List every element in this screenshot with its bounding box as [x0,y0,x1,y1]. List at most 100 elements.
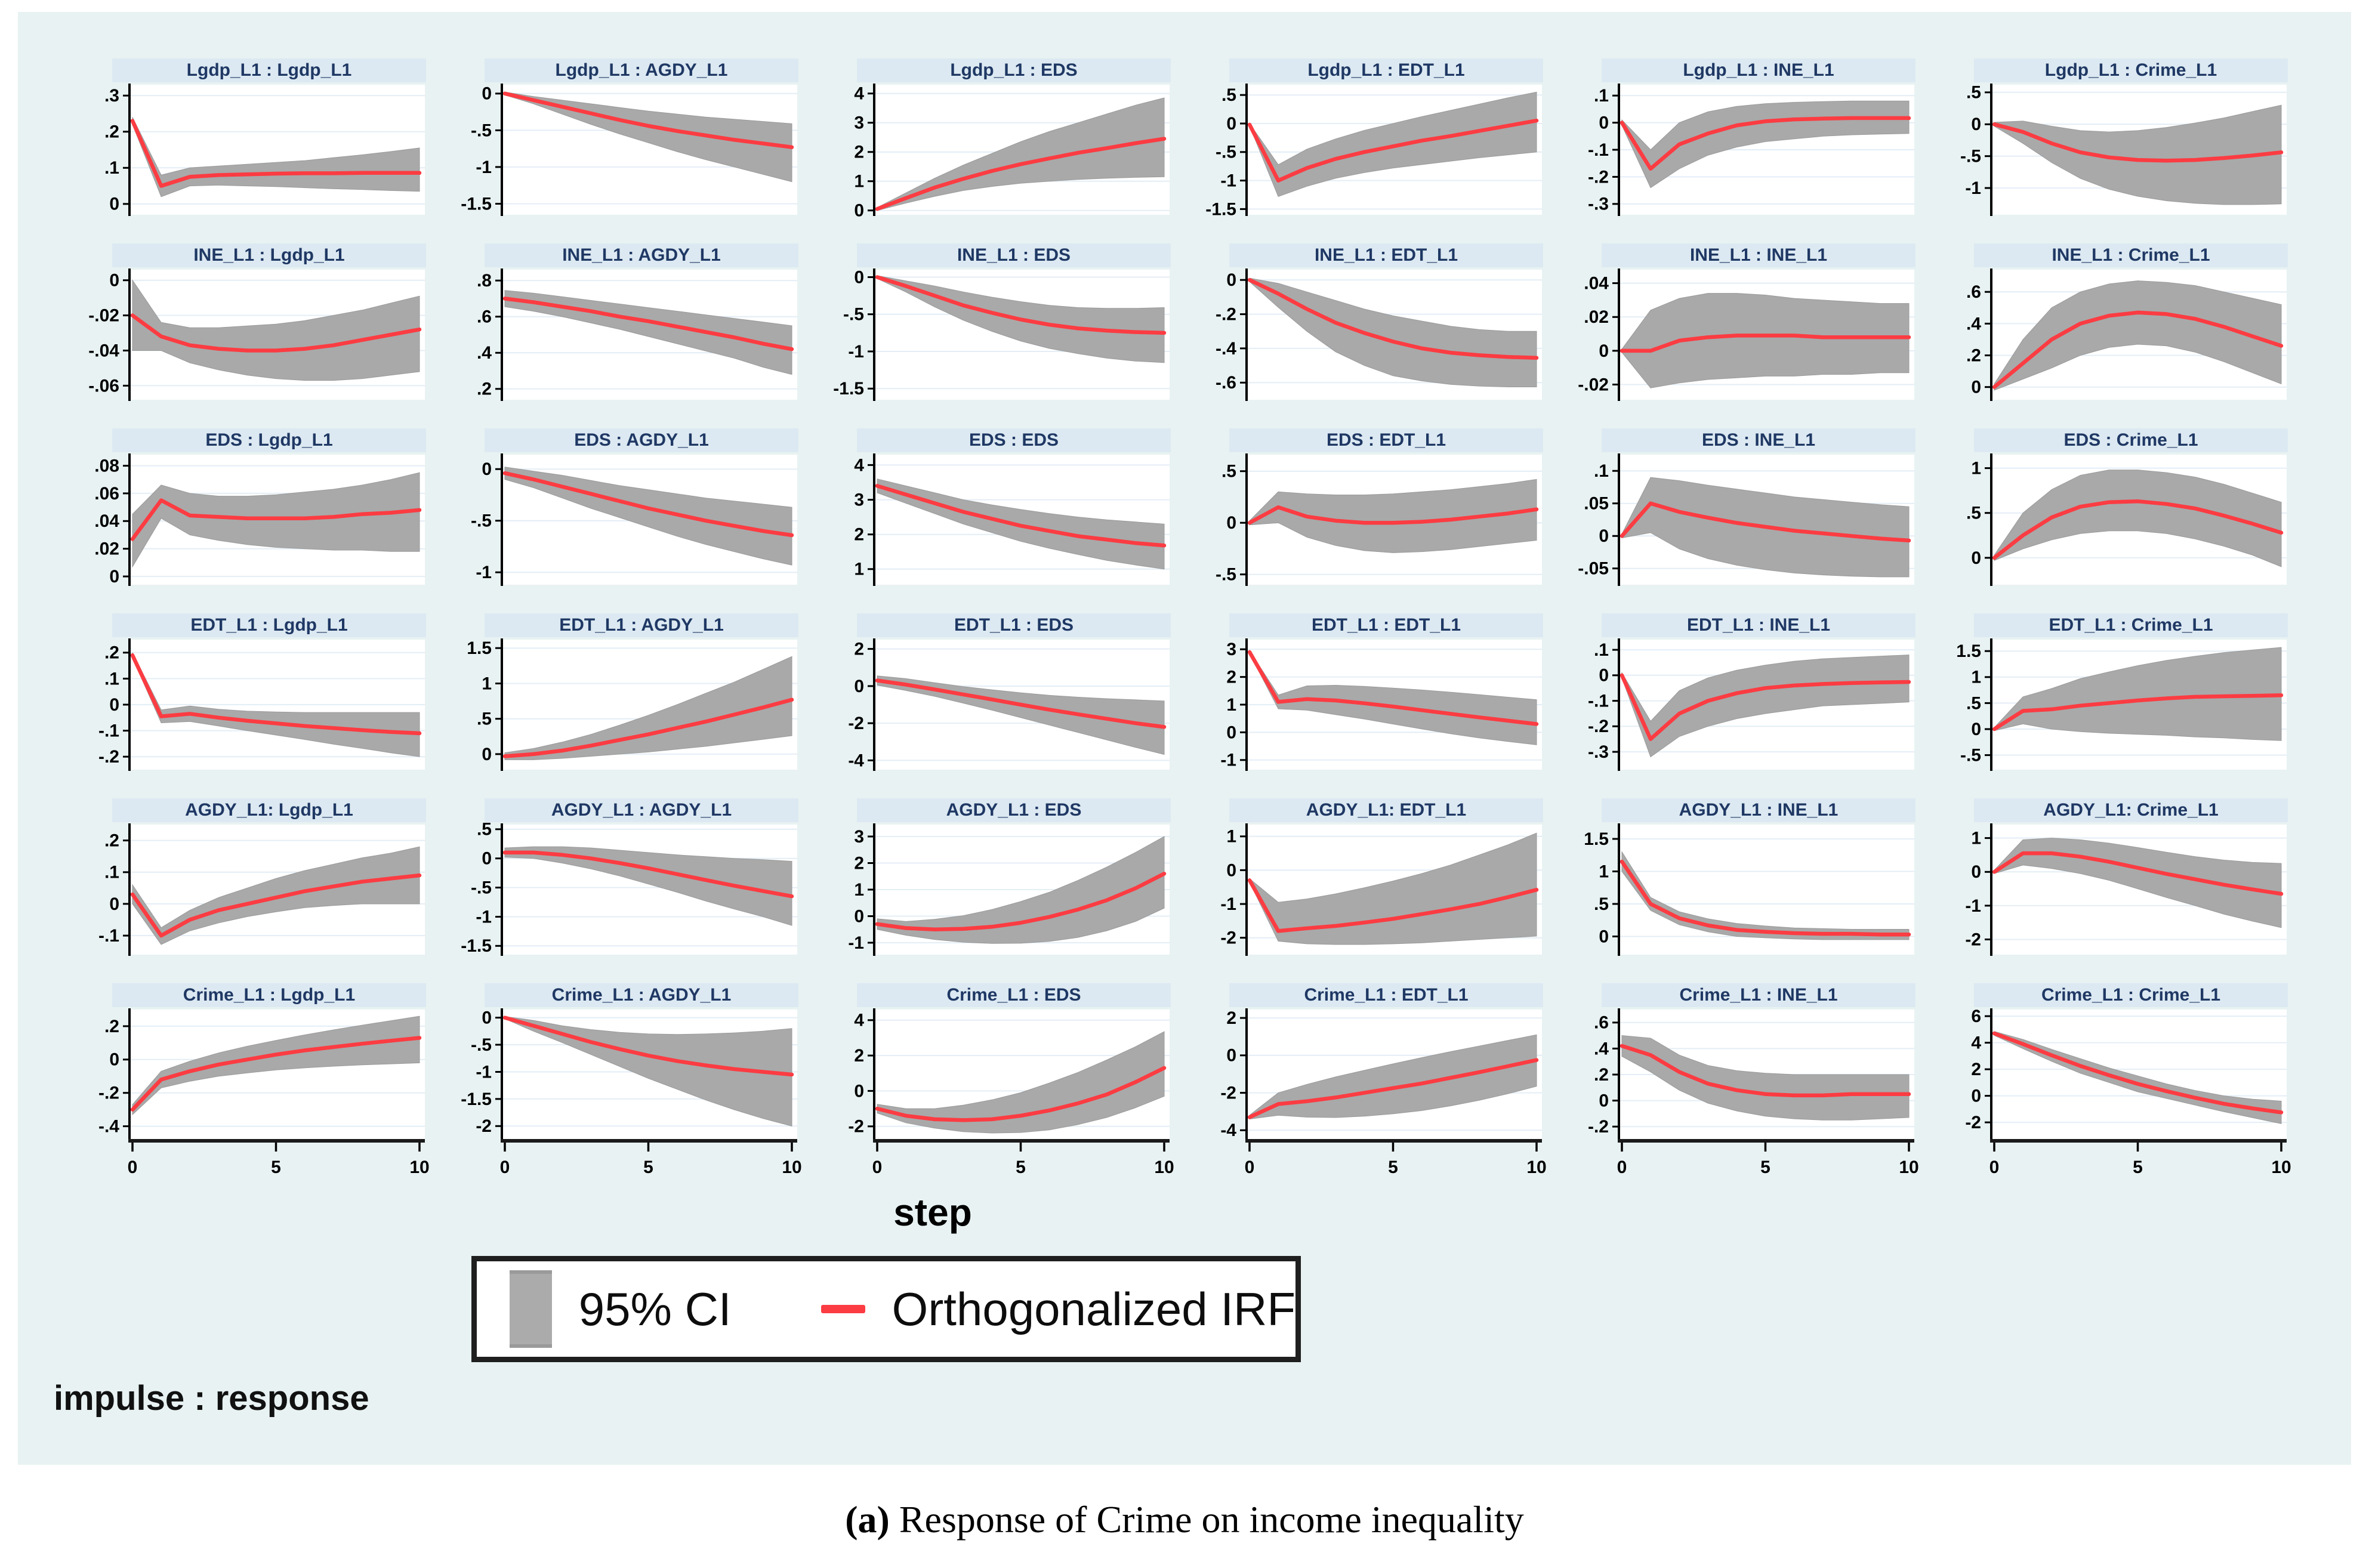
y-tick-label: .2 [1966,346,1981,366]
y-tick-label: 0 [482,84,492,104]
panel-title: Lgdp_L1 : EDT_L1 [1229,58,1543,82]
y-tick-label: 1 [482,674,492,693]
y-tick-label: 2 [854,853,864,873]
ci-band [1621,293,1910,388]
irf-panel: EDS : INE_L1 .1 .05 0 -.05 [1567,428,1919,587]
irf-line [1620,859,1911,937]
irf-chart-svg: 4 3 2 1 0 [854,84,1170,217]
ci-band [1249,649,1537,745]
y-tick-label: .1 [104,863,119,882]
y-tick-label: 0 [109,695,119,715]
y-tick-label: -1.5 [461,936,492,956]
y-tick-label: -.1 [98,721,119,741]
y-tick-label: -1 [1220,171,1236,191]
y-tick-label: 0 [482,745,492,764]
irf-line [1247,650,1539,726]
ci-band [877,1031,1165,1134]
x-tick-label: 5 [1760,1158,1770,1177]
irf-panel: Lgdp_L1 : AGDY_L1 0 -.5 -1 -1.5 [450,58,802,217]
panel-title: Lgdp_L1 : EDS [857,58,1171,82]
irf-panel: Lgdp_L1 : Lgdp_L1 .3 .2 .1 0 [78,58,430,217]
irf-panel: INE_L1 : INE_L1 .04 .02 0 -.02 [1567,243,1919,402]
irf-chart-svg: .2 0 -.2 -.4 0 5 10 [98,1008,430,1177]
y-tick-label: 1 [1226,695,1236,715]
y-tick-label: 0 [854,267,864,287]
irf-chart-svg: .6 .4 .2 0 -.2 0 5 10 [1588,1008,1919,1177]
irf-chart-svg: 2 0 -2 -4 [848,638,1170,771]
y-tick-label: -.2 [98,747,119,767]
y-tick-label: -.06 [88,376,119,396]
y-tick-label: -.6 [1216,373,1236,393]
panel-title: EDS : Crime_L1 [1974,428,2288,452]
panel-title: Crime_L1 : EDS [857,983,1171,1007]
y-tick-label: .1 [104,158,119,178]
irf-panel: Crime_L1 : Crime_L1 6 4 2 0 -2 0 5 10 [1939,983,2291,1178]
panel-title: INE_L1 : INE_L1 [1602,243,1915,267]
y-tick-label: -2 [848,1117,864,1137]
panel-title: EDT_L1 : Crime_L1 [1974,613,2288,637]
y-tick-label: -2 [848,714,864,733]
ci-band [1249,479,1537,553]
irf-chart-svg: 6 4 2 0 -2 0 5 10 [1965,1007,2291,1177]
y-tick-label: 4 [854,455,864,475]
y-tick-label: 1 [854,880,864,900]
ci-band [132,279,420,381]
irf-chart-svg: 4 2 0 -2 0 5 10 [848,1008,1174,1177]
caption-label: (a) [845,1498,890,1541]
y-tick-label: 1.5 [467,638,492,658]
panel-title: EDS : EDS [857,428,1171,452]
y-tick-label: -1 [1220,894,1236,914]
y-tick-label: -.1 [1588,140,1609,160]
x-tick-label: 5 [2133,1158,2143,1177]
irf-line [1992,851,2284,896]
x-tick-label: 0 [500,1158,510,1177]
ci-band [1994,647,2282,741]
y-tick-label: 0 [1226,860,1236,880]
caption-text: Response of Crime on income inequality [889,1498,1524,1541]
irf-chart-svg: .1 .05 0 -.05 [1578,453,1914,586]
panel-title: EDT_L1 : AGDY_L1 [485,613,798,637]
irf-panel: INE_L1 : AGDY_L1 .8 .6 .4 .2 [450,243,802,402]
panel-title: EDS : Lgdp_L1 [112,428,426,452]
irf-chart-svg: 1 0 -1 -2 [1220,823,1542,956]
panel-title: INE_L1 : AGDY_L1 [485,243,798,267]
panel-title: Crime_L1 : EDT_L1 [1229,983,1543,1007]
panel-title: Crime_L1 : AGDY_L1 [485,983,798,1007]
y-tick-label: .5 [1221,85,1236,105]
panel-title: EDT_L1 : EDT_L1 [1229,613,1543,637]
y-tick-label: 0 [109,567,119,587]
x-tick-label: 10 [782,1158,801,1177]
irf-panel: Lgdp_L1 : EDS 4 3 2 1 0 [822,58,1174,217]
y-tick-label: -.2 [1216,305,1236,325]
y-tick-label: -1 [1965,896,1981,916]
irf-chart-svg: 0 -.5 -1 -1.5 [833,267,1170,401]
panel-title: AGDY_L1: Lgdp_L1 [112,798,426,822]
y-tick-label: .04 [1584,274,1609,294]
y-tick-label: 0 [1226,513,1236,533]
irf-chart-svg: 1.51.50 [1584,823,1914,956]
y-tick-label: -.02 [1578,375,1609,394]
impulse-response-note: impulse : response [54,1379,369,1418]
y-tick-label: 0 [854,677,864,696]
y-tick-label: -1 [476,1062,492,1082]
y-tick-label: -.2 [98,1084,119,1103]
irf-line [130,119,422,188]
y-tick-label: -4 [848,751,864,770]
y-tick-label: -2 [1220,928,1236,948]
irf-line [1992,499,2284,560]
irf-line [875,275,1167,335]
ci-band [504,656,792,760]
irf-line [1247,118,1539,183]
y-tick-label: 1 [1971,829,1981,848]
panel-title: EDT_L1 : EDS [857,613,1171,637]
irf-chart-svg: 0 -.5 -1 -1.5 [461,84,797,216]
ci-band [1994,470,2282,567]
irf-panel: AGDY_L1: Crime_L1 1 0 -1 -2 [1939,798,2291,957]
irf-panel: Crime_L1 : Lgdp_L1 .2 0 -.2 -.4 0 5 10 [78,983,430,1178]
irf-panel: AGDY_L1 : INE_L1 1.5 1.5 0 [1567,798,1919,957]
irf-panel: AGDY_L1 : AGDY_L1 .5 0 -.5 -1 -1.5 [450,798,802,957]
y-tick-label: -1 [848,342,864,362]
panel-title: AGDY_L1 : INE_L1 [1602,798,1915,822]
panel-title: INE_L1 : Crime_L1 [1974,243,2288,267]
y-tick-label: 0 [109,195,119,214]
